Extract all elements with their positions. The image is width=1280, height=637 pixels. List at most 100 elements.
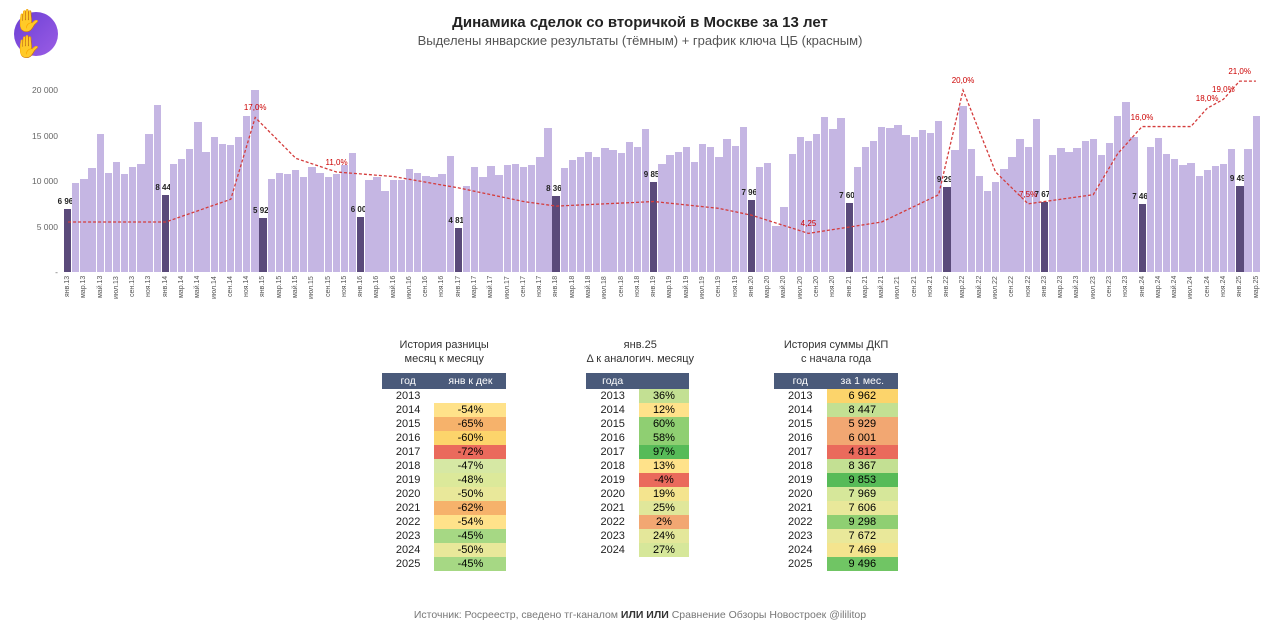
rate-label: 11,0% (326, 158, 348, 167)
bar (398, 180, 405, 272)
bar (333, 174, 340, 272)
table-title-l2: с начала года (801, 353, 871, 365)
y-tick: 20 000 (32, 85, 58, 95)
cell-value: -72% (434, 445, 506, 459)
x-tick: ноя.23 (1122, 276, 1129, 312)
x-tick (1065, 276, 1072, 312)
bar (495, 175, 502, 272)
cell-year: 2025 (382, 557, 434, 571)
bar (300, 177, 307, 272)
x-tick (154, 276, 161, 312)
th-year: год (774, 373, 826, 389)
x-tick (805, 276, 812, 312)
table-title-l1: История суммы ДКП (784, 339, 888, 351)
bar (186, 149, 193, 272)
bar (1196, 176, 1203, 272)
bar (504, 165, 511, 272)
cell-year: 2024 (586, 543, 638, 557)
bar (1220, 164, 1227, 272)
cell-year: 2023 (382, 529, 434, 543)
table-sum: История суммы ДКП с начала года годза 1 … (774, 338, 898, 571)
logo-icon: ✋✋ (14, 12, 58, 56)
cell-value: -65% (434, 417, 506, 431)
table-row: 201560% (586, 417, 689, 431)
table-title-l1: История разницы (400, 339, 489, 351)
bar (740, 127, 747, 272)
table-row: 202324% (586, 529, 689, 543)
x-tick: янв.20 (748, 276, 755, 312)
footer-prefix: Источник: Росреестр, сведено тг-каналом (414, 609, 621, 621)
x-tick: июл.23 (1090, 276, 1097, 312)
bar-january: 7 672 (1041, 202, 1048, 272)
table-row: 20166 001 (774, 431, 898, 445)
bar (699, 144, 706, 272)
cell-value: 36% (639, 389, 689, 403)
bar-january: 7 969 (748, 200, 755, 272)
bar (422, 176, 429, 272)
footer-bold: ИЛИ ИЛИ (621, 609, 669, 621)
cell-value: -62% (434, 501, 506, 515)
cell-value: -50% (434, 487, 506, 501)
table-row: 20174 812 (774, 445, 898, 459)
cell-year: 2022 (586, 515, 638, 529)
cell-value: 12% (639, 403, 689, 417)
bar (72, 183, 79, 272)
x-tick: янв.24 (1139, 276, 1146, 312)
bar (1228, 149, 1235, 272)
bar (585, 152, 592, 272)
bar (862, 147, 869, 272)
x-tick: май.13 (97, 276, 104, 312)
table-row: 2015-65% (382, 417, 507, 431)
x-tick (1147, 276, 1154, 312)
x-tick: мар.21 (862, 276, 869, 312)
table-row: 202427% (586, 543, 689, 557)
x-tick: июл.24 (1187, 276, 1194, 312)
x-tick (870, 276, 877, 312)
x-tick: май.15 (292, 276, 299, 312)
bar (536, 157, 543, 272)
bar-january: 7 469 (1139, 204, 1146, 272)
cell-year: 2019 (586, 473, 638, 487)
x-tick (284, 276, 291, 312)
bar (1082, 141, 1089, 272)
cell-year: 2023 (774, 529, 826, 543)
cell-year: 2014 (382, 403, 434, 417)
bar (1244, 149, 1251, 272)
table-row: 20237 672 (774, 529, 898, 543)
header: Динамика сделок со вторичкой в Москве за… (0, 0, 1280, 48)
cell-value: 27% (639, 543, 689, 557)
x-tick: янв.13 (64, 276, 71, 312)
bar (691, 162, 698, 272)
x-tick: мар.24 (1155, 276, 1162, 312)
bar (113, 162, 120, 272)
x-tick: май.16 (390, 276, 397, 312)
bar (178, 159, 185, 272)
bar-january: 6 001 (357, 217, 364, 272)
x-tick (561, 276, 568, 312)
x-tick: сен.17 (520, 276, 527, 312)
x-tick (1212, 276, 1219, 312)
th-value: за 1 мес. (827, 373, 899, 389)
bar (764, 163, 771, 272)
x-tick (365, 276, 372, 312)
x-tick (479, 276, 486, 312)
x-tick (170, 276, 177, 312)
cell-year: 2025 (774, 557, 826, 571)
bar (1065, 152, 1072, 272)
bar (194, 122, 201, 272)
table-row: 2023-45% (382, 529, 507, 543)
x-tick: ноя.15 (341, 276, 348, 312)
cell-year: 2014 (774, 403, 826, 417)
bar (227, 145, 234, 272)
bar (1179, 165, 1186, 272)
bar-series: 6 9628 4475 9296 0014 8128 3679 8537 969… (64, 72, 1260, 272)
x-tick: сен.21 (911, 276, 918, 312)
x-tick: янв.16 (357, 276, 364, 312)
bar (520, 167, 527, 272)
x-tick: сен.24 (1204, 276, 1211, 312)
table-mom-body: годянв к дек20132014-54%2015-65%2016-60%… (382, 373, 507, 571)
rate-label: 16,0% (1131, 113, 1154, 122)
x-tick (951, 276, 958, 312)
cell-value: -50% (434, 543, 506, 557)
table-title-l1: янв.25 (624, 339, 657, 351)
